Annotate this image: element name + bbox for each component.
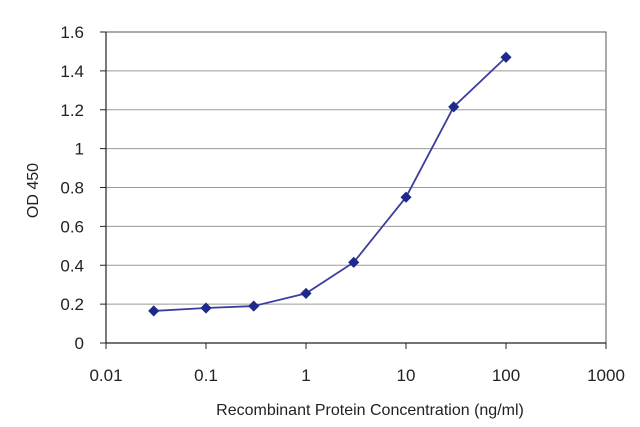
y-tick-label: 0.6 <box>60 217 84 236</box>
series-layer <box>148 51 512 317</box>
y-tick-label: 1.2 <box>60 101 84 120</box>
x-axis-title: Recombinant Protein Concentration (ng/ml… <box>216 402 524 419</box>
gridlines <box>106 70 606 305</box>
data-point <box>348 256 360 268</box>
tick-labels: 0 0.2 0.4 0.6 0.8 1 1.2 1.4 1.6 0.01 0.1 1 10 100 1000 <box>60 23 625 385</box>
y-tick-label: 1.4 <box>60 62 84 81</box>
data-point <box>248 300 260 312</box>
y-tick-label: 0.4 <box>60 256 84 275</box>
y-tick-label: 0.8 <box>60 179 84 198</box>
x-tick-label: 100 <box>492 366 520 385</box>
y-tick-label: 1.6 <box>60 23 84 42</box>
y-tick-label: 0.2 <box>60 295 84 314</box>
series-line <box>153 56 507 312</box>
data-point <box>148 305 160 317</box>
data-point <box>448 101 460 113</box>
data-point <box>200 302 212 314</box>
y-tick-label: 1 <box>75 140 84 159</box>
axes <box>100 31 607 349</box>
x-tick-label: 0.01 <box>89 366 122 385</box>
data-point <box>500 51 512 63</box>
y-axis-title: OD 450 <box>25 163 42 218</box>
data-point <box>400 191 412 203</box>
x-tick-label: 1000 <box>587 366 625 385</box>
x-tick-label: 0.1 <box>194 366 218 385</box>
x-tick-label: 1 <box>301 366 310 385</box>
x-tick-label: 10 <box>397 366 416 385</box>
data-point <box>300 287 312 300</box>
y-tick-label: 0 <box>75 334 84 353</box>
